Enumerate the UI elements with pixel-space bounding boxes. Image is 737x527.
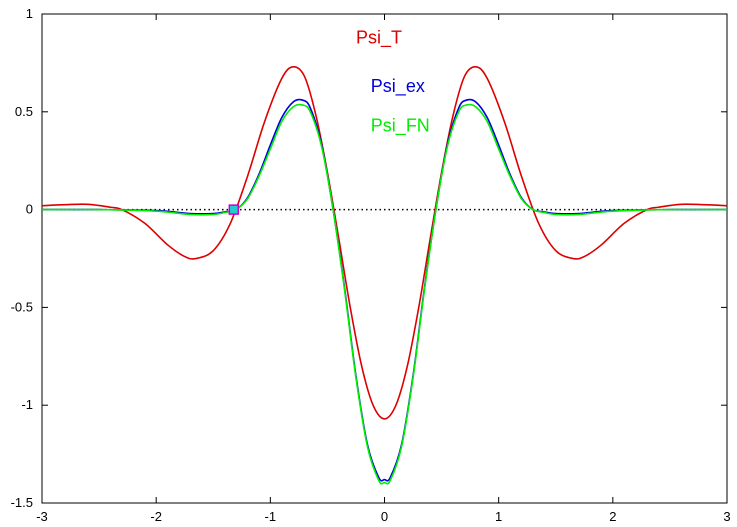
series-line-psi-t — [41, 66, 728, 420]
y-tick-label: 0.5 — [15, 104, 33, 119]
axis-tick-labels: -3 -2 -1 0 1 2 3 -1.5 -1 -0.5 0 0.5 1 — [11, 6, 731, 524]
x-tick-label: -1 — [265, 509, 277, 524]
x-tick-label: 3 — [723, 509, 730, 524]
series-label: Psi_ex — [371, 76, 425, 97]
series-label: Psi_FN — [371, 115, 430, 136]
x-tick-label: 0 — [381, 509, 388, 524]
y-tick-label: -0.5 — [11, 299, 33, 314]
y-tick-label: -1.5 — [11, 495, 33, 510]
node-marker — [228, 204, 240, 215]
series-label: Psi_T — [356, 27, 402, 48]
marker-layer — [228, 204, 240, 215]
x-tick-label: 2 — [609, 509, 616, 524]
series-layer — [41, 66, 728, 485]
x-tick-label: 1 — [495, 509, 502, 524]
series-line-psi-fn — [41, 103, 728, 485]
series-label-layer: Psi_T Psi_ex Psi_FN — [356, 27, 430, 136]
y-tick-label: 1 — [26, 6, 33, 21]
y-tick-label: 0 — [26, 202, 33, 217]
x-tick-label: -3 — [36, 509, 48, 524]
y-tick-label: -1 — [21, 397, 33, 412]
x-tick-label: -2 — [150, 509, 162, 524]
series-line-psi-ex — [41, 98, 728, 482]
